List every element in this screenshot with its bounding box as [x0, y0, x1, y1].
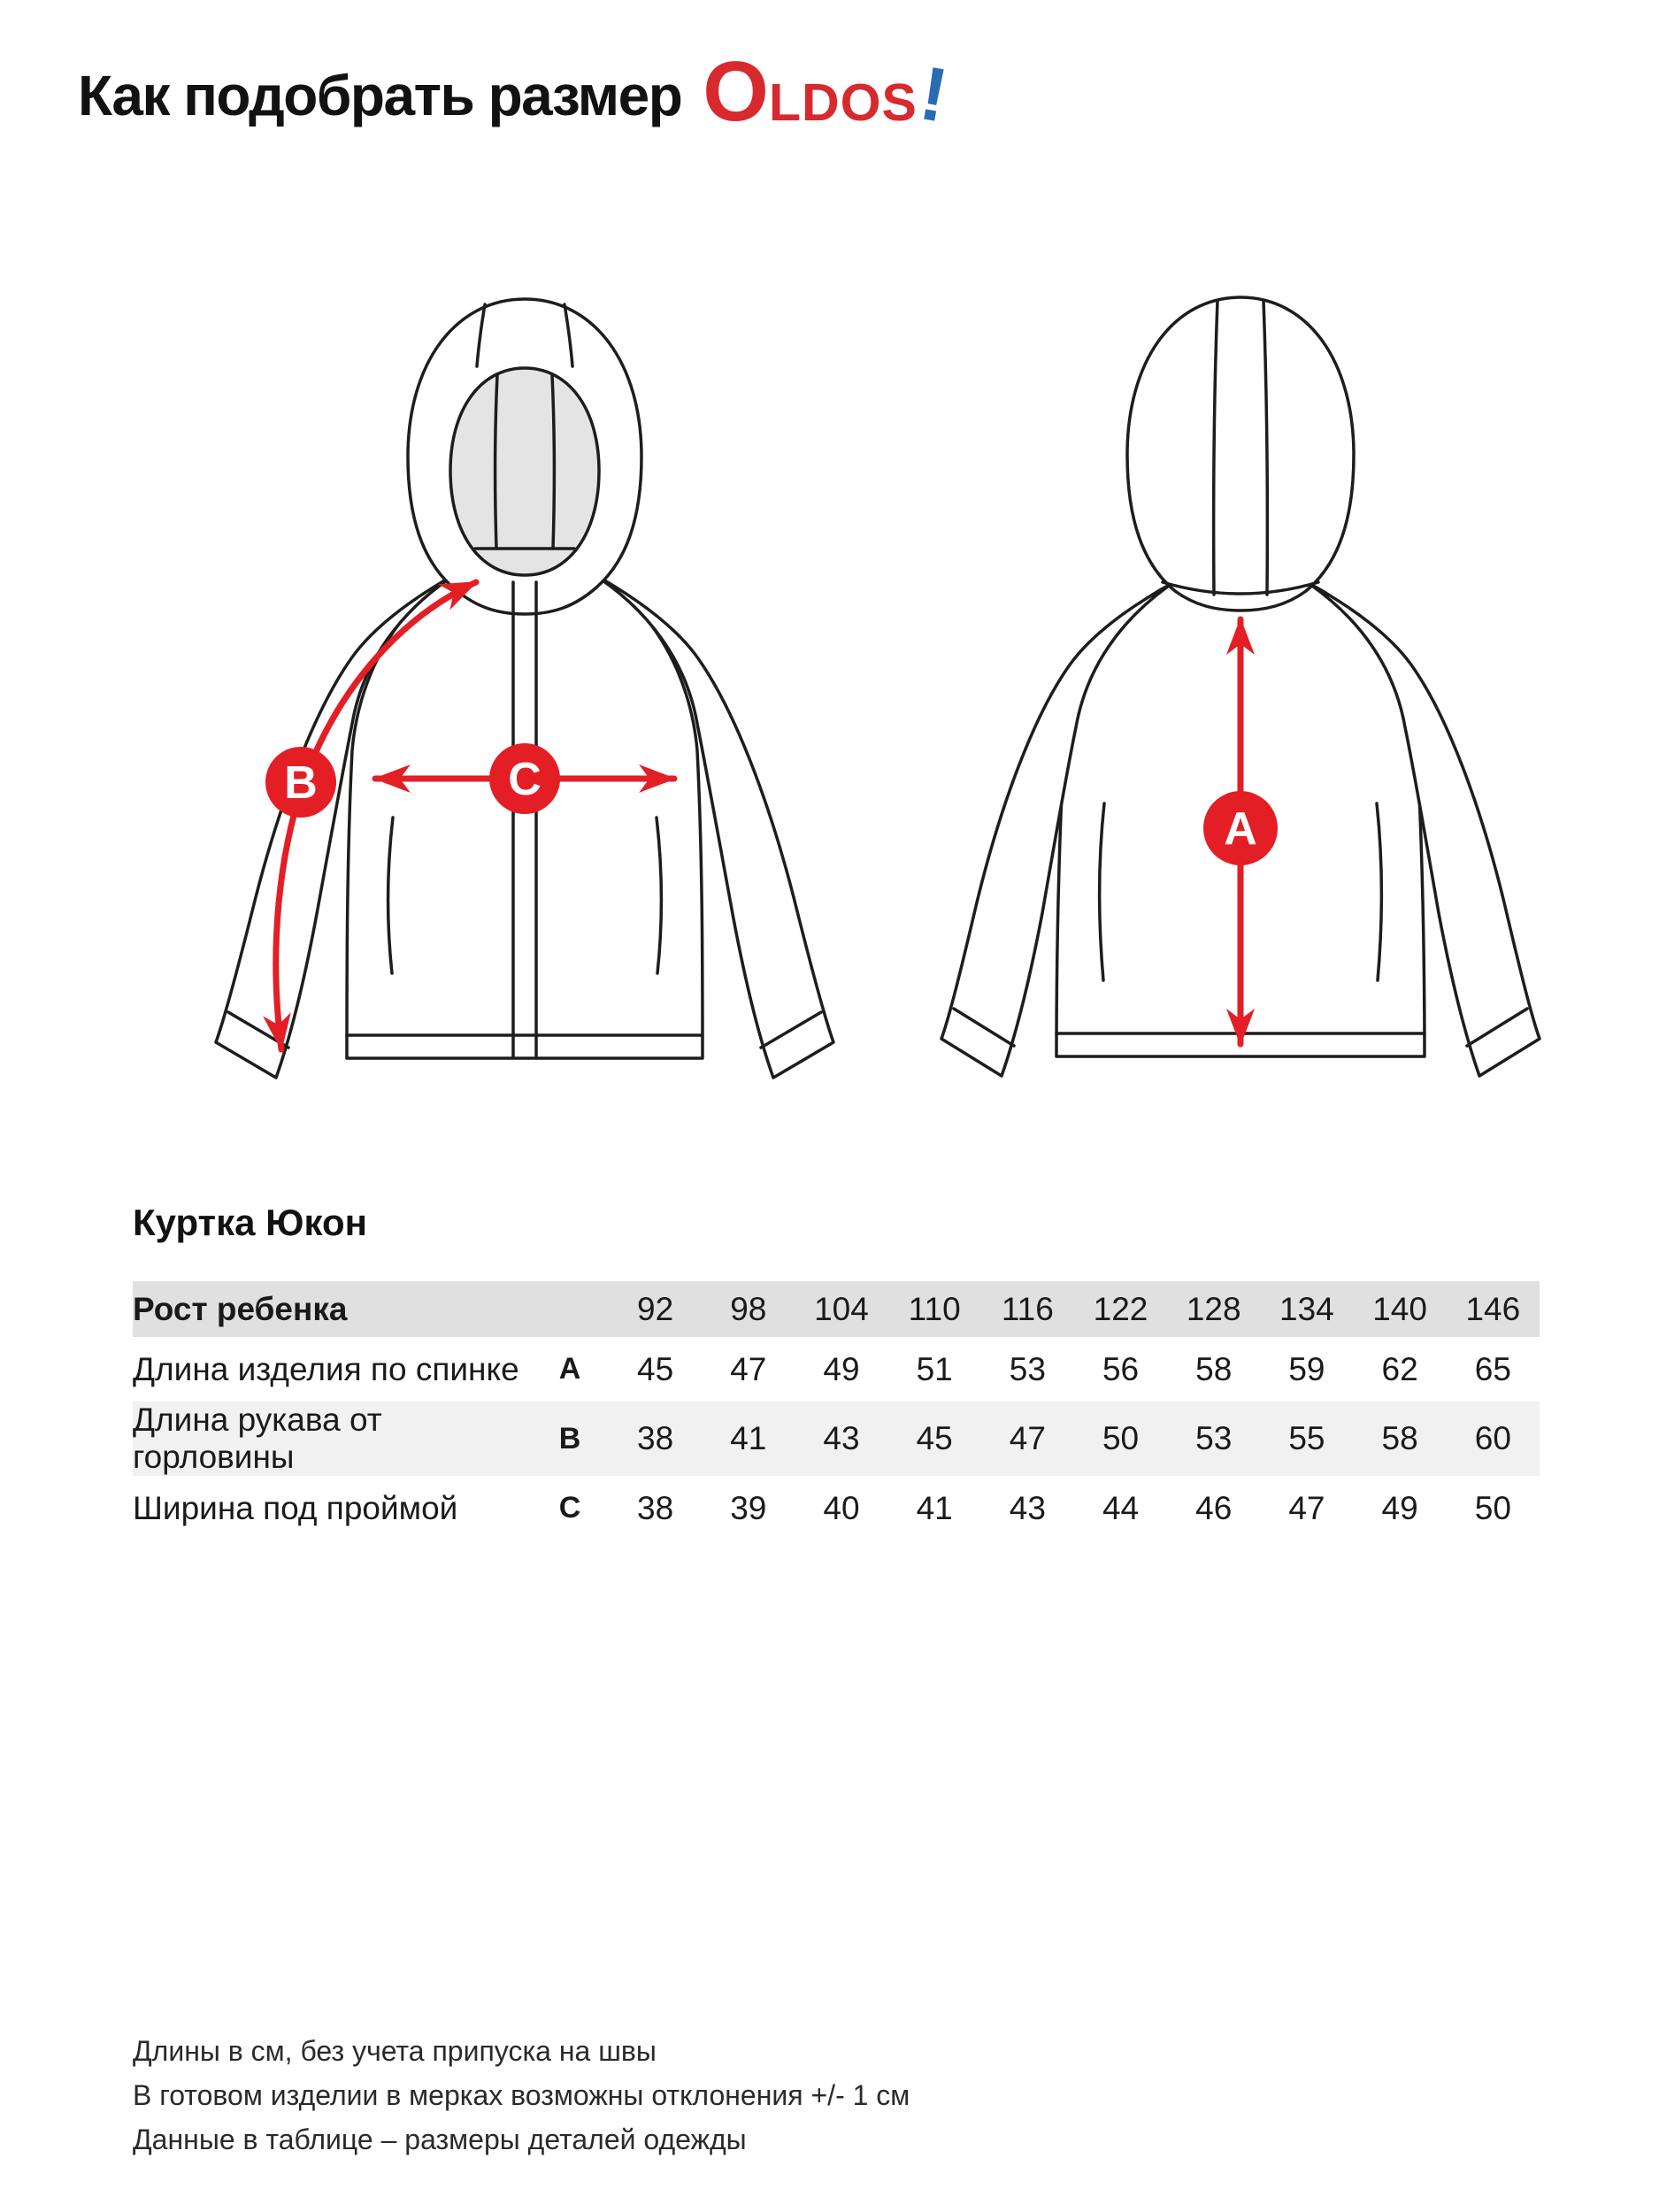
size-cell: 47 — [980, 1402, 1074, 1476]
size-col: 110 — [887, 1281, 981, 1337]
size-cell: 59 — [1288, 1350, 1325, 1387]
size-cell: 58 — [1353, 1402, 1447, 1476]
measure-b-label: B — [284, 757, 318, 809]
row-label: Ширина под проймой — [133, 1489, 458, 1526]
table-header-row: Рост ребенка 92 98 104 110 116 122 128 1… — [133, 1281, 1540, 1337]
hood-back — [1125, 296, 1356, 612]
footnote-line: В готовом изделии в мерках возможны откл… — [133, 2079, 910, 2111]
table-header-spacer — [531, 1281, 609, 1337]
row-label: Длина рукава от горловины — [133, 1402, 531, 1476]
row-letter: A — [558, 1352, 581, 1386]
size-cell: 58 — [1195, 1350, 1233, 1387]
size-cell: 40 — [823, 1489, 860, 1526]
size-col: 128 — [1167, 1281, 1261, 1337]
size-cell: 46 — [1195, 1489, 1233, 1526]
size-cell: 47 — [730, 1350, 767, 1387]
product-title: Куртка Юкон — [133, 1202, 367, 1243]
size-col: 134 — [1260, 1281, 1354, 1337]
size-col: 104 — [795, 1281, 888, 1337]
jacket-back-diagram: A — [940, 296, 1541, 1078]
size-cell: 65 — [1474, 1350, 1511, 1387]
oldos-logo: O LDOS ! — [703, 44, 953, 139]
size-cell: 43 — [1009, 1489, 1046, 1526]
page-title: Как подобрать размер — [78, 64, 683, 127]
size-cell: 51 — [916, 1350, 953, 1387]
size-cell: 45 — [637, 1350, 674, 1387]
size-cell: 44 — [1102, 1489, 1140, 1526]
table-header-label: Рост ребенка — [133, 1281, 531, 1337]
table-row-b: Длина рукава от горловины B 38 41 43 45 … — [133, 1402, 1540, 1476]
size-col: 98 — [702, 1281, 795, 1337]
size-cell: 60 — [1446, 1402, 1540, 1476]
size-cell: 50 — [1073, 1402, 1168, 1476]
size-cell: 41 — [916, 1489, 953, 1526]
row-letter: B — [531, 1402, 609, 1476]
size-col: 116 — [980, 1281, 1074, 1337]
logo-exclamation: ! — [913, 50, 954, 139]
measure-c-label: C — [508, 754, 541, 805]
size-cell: 53 — [1009, 1350, 1046, 1387]
size-cell: 53 — [1167, 1402, 1261, 1476]
measure-a-label: A — [1224, 803, 1257, 855]
footnotes: Длины в см, без учета припуска на швы В … — [133, 2029, 910, 2162]
size-col: 140 — [1353, 1281, 1447, 1337]
table-row-a: Длина изделия по спинке A 45 47 49 51 53… — [133, 1341, 1540, 1397]
size-cell: 49 — [1381, 1489, 1418, 1526]
logo-letter-o: O — [703, 44, 769, 139]
size-col: 92 — [609, 1281, 703, 1337]
size-cell: 62 — [1381, 1350, 1418, 1387]
jacket-front-diagram: C B — [214, 297, 835, 1079]
size-cell: 56 — [1102, 1350, 1140, 1387]
measure-a-badge — [1203, 791, 1278, 865]
hood-opening — [449, 366, 601, 577]
footnote-line: Данные в таблице – размеры деталей одежд… — [133, 2124, 747, 2155]
size-col: 122 — [1073, 1281, 1168, 1337]
size-cell: 41 — [702, 1402, 795, 1476]
size-cell: 50 — [1474, 1489, 1511, 1526]
header: Как подобрать размер O LDOS ! — [78, 46, 954, 138]
table-row-c: Ширина под проймой C 38 39 40 41 43 44 4… — [133, 1480, 1540, 1536]
measure-b-badge — [265, 747, 336, 818]
size-cell: 39 — [730, 1489, 767, 1526]
size-cell: 43 — [795, 1402, 888, 1476]
size-cell: 55 — [1260, 1402, 1354, 1476]
size-cell: 45 — [887, 1402, 981, 1476]
size-cell: 49 — [823, 1350, 860, 1387]
size-cell: 38 — [609, 1402, 703, 1476]
logo-letters: LDOS — [768, 73, 918, 132]
measure-c-badge — [489, 743, 560, 814]
size-cell: 38 — [637, 1489, 674, 1526]
footnote-line: Длины в см, без учета припуска на швы — [133, 2035, 657, 2067]
size-cell: 47 — [1288, 1489, 1325, 1526]
size-table: Рост ребенка 92 98 104 110 116 122 128 1… — [133, 1277, 1540, 1540]
row-letter: C — [558, 1491, 581, 1525]
row-label: Длина изделия по спинке — [133, 1350, 519, 1387]
size-col: 146 — [1446, 1281, 1540, 1337]
